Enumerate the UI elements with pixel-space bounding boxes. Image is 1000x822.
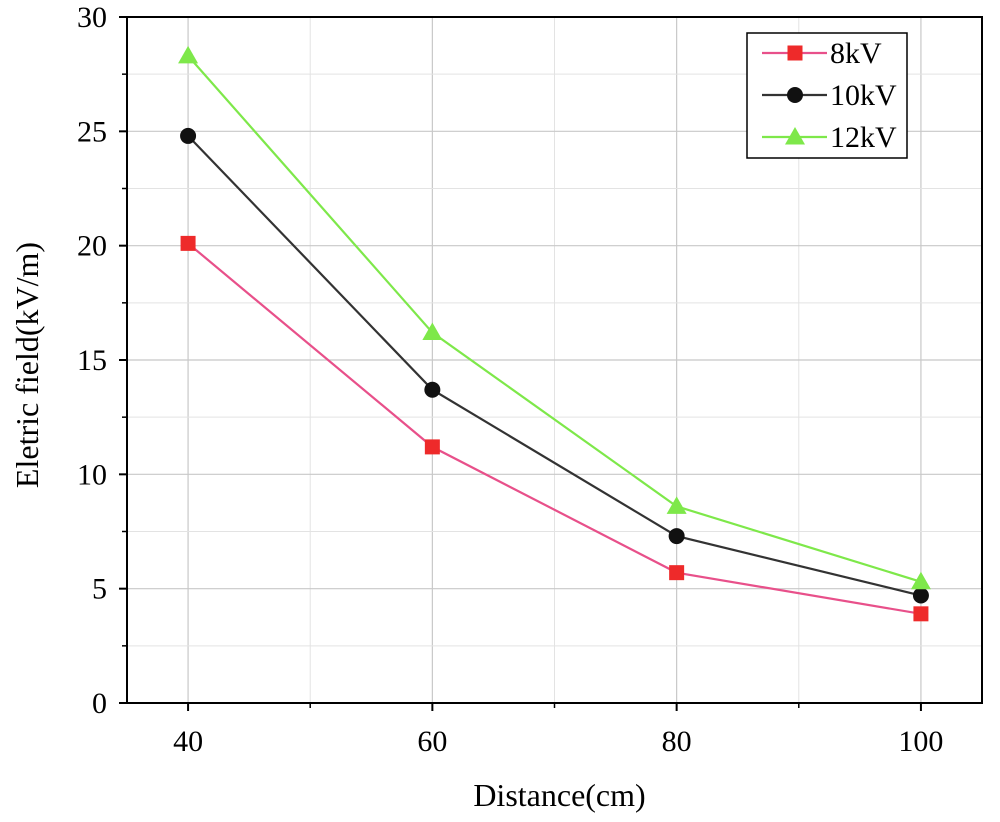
data-point-10kV xyxy=(424,381,441,398)
axis-ticks: 40 60 80 100 0 5 10 15 20 25 30 xyxy=(77,1,943,758)
data-point-8kV xyxy=(180,235,196,251)
data-point-8kV xyxy=(669,565,685,581)
series-10kV xyxy=(180,127,929,604)
y-tick-label: 30 xyxy=(77,1,107,34)
series-layer xyxy=(178,45,931,622)
legend-entry-12kV: 12kV xyxy=(762,121,897,154)
data-point-12kV xyxy=(666,496,687,514)
legend-entry-8kV: 8kV xyxy=(762,37,882,70)
series-8kV xyxy=(180,235,929,622)
legend-label: 12kV xyxy=(830,121,897,154)
y-axis-title: Eletric field(kV/m) xyxy=(9,242,45,488)
legend-marker xyxy=(787,87,803,103)
x-tick-label: 100 xyxy=(898,725,943,758)
legend-entry-10kV: 10kV xyxy=(762,79,897,112)
y-tick-label: 5 xyxy=(92,573,107,606)
legend-label: 10kV xyxy=(830,79,897,112)
x-tick-label: 40 xyxy=(173,725,203,758)
data-point-8kV xyxy=(424,439,440,455)
y-tick-label: 20 xyxy=(77,230,107,263)
y-tick-label: 25 xyxy=(77,115,107,148)
legend-marker xyxy=(787,45,803,61)
y-tick-label: 10 xyxy=(77,458,107,491)
legend: 8kV 10kV 12kV xyxy=(746,32,908,159)
legend-marker xyxy=(785,127,805,145)
series-12kV xyxy=(178,45,931,590)
data-point-10kV xyxy=(668,528,685,545)
series-line-8kV xyxy=(187,242,922,615)
series-line-12kV xyxy=(187,55,922,583)
y-tick-label: 15 xyxy=(77,344,107,377)
data-point-10kV xyxy=(912,587,929,604)
legend-label: 8kV xyxy=(830,37,882,70)
x-axis-title: Distance(cm) xyxy=(473,777,645,813)
y-tick-label: 0 xyxy=(92,687,107,720)
data-point-12kV xyxy=(422,322,443,341)
data-point-8kV xyxy=(913,606,929,622)
data-point-12kV xyxy=(910,571,931,590)
data-point-12kV xyxy=(178,45,199,64)
series-line-10kV xyxy=(187,135,922,597)
x-tick-label: 60 xyxy=(417,725,447,758)
x-tick-label: 80 xyxy=(662,725,692,758)
data-point-10kV xyxy=(180,127,197,144)
